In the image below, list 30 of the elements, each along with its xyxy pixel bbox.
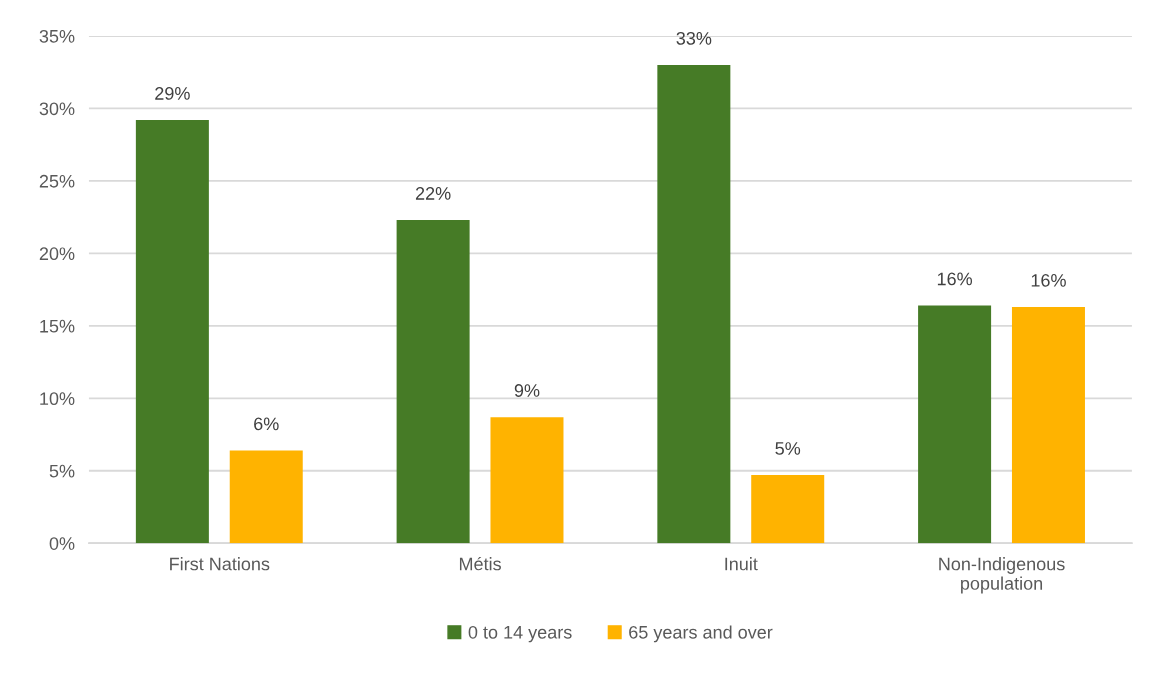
x-tick-label: Inuit: [725, 557, 758, 571]
bar: [1011, 306, 1085, 544]
bar: [751, 475, 825, 544]
y-tick-label: 30%: [39, 102, 75, 116]
data-label: 9%: [514, 384, 540, 397]
data-label: 6%: [254, 417, 279, 431]
y-tick-label: 5%: [49, 464, 75, 478]
data-label: 29%: [155, 87, 190, 100]
y-tick-label: 15%: [40, 319, 75, 333]
y-tick-label: 25%: [39, 174, 75, 188]
data-label: 16%: [1031, 273, 1066, 287]
bar: [135, 120, 209, 544]
bar: [229, 450, 303, 544]
x-tick-label: Non-Indigenous population: [939, 557, 1065, 594]
y-tick-label: 0%: [49, 537, 75, 550]
data-label: 22%: [415, 187, 451, 200]
x-tick-label: Métis: [459, 556, 501, 571]
y-tick-label: 35%: [39, 29, 75, 43]
bar: [918, 305, 992, 544]
data-label: 16%: [937, 272, 973, 286]
x-tick-label: First Nations: [170, 557, 270, 571]
y-tick-label: 10%: [40, 392, 75, 406]
legend-label: 65 years and over: [629, 625, 773, 643]
bar: [657, 64, 731, 544]
y-tick-label: 20%: [39, 247, 75, 261]
legend-label: 0 to 14 years: [468, 625, 572, 643]
data-label: 5%: [775, 442, 801, 455]
data-label: 33%: [676, 31, 712, 45]
bar: [490, 417, 564, 544]
bar: [396, 220, 470, 544]
